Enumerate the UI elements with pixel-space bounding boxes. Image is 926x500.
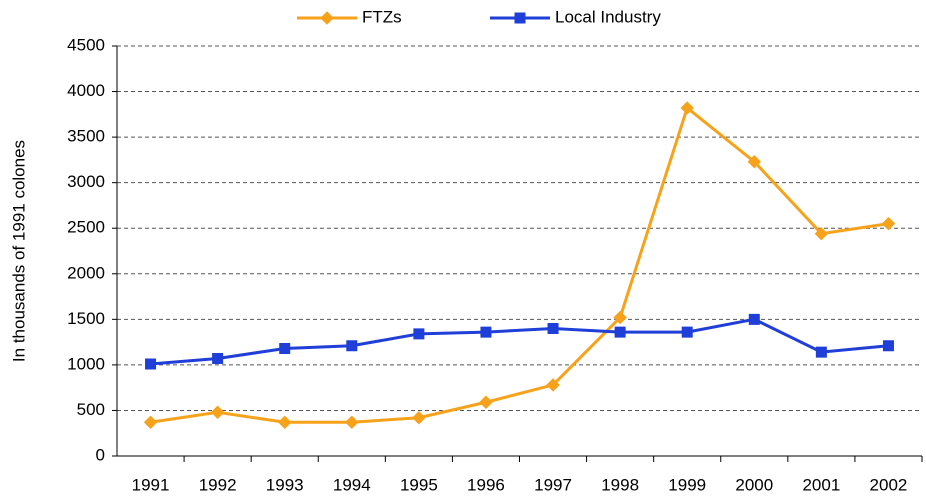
y-tick-label: 0 <box>96 445 105 464</box>
y-tick-label: 500 <box>77 400 105 419</box>
point-marker <box>413 328 425 340</box>
series-line <box>150 105 889 424</box>
point-marker <box>145 358 157 370</box>
series-line <box>150 317 889 366</box>
point-marker <box>212 353 224 365</box>
point-marker <box>815 346 827 358</box>
x-tick-label: 1996 <box>467 475 505 494</box>
point-marker <box>680 101 694 115</box>
point-marker <box>547 322 559 334</box>
point-marker <box>278 415 292 429</box>
point-marker <box>143 415 158 429</box>
y-tick-label: 4500 <box>67 35 105 54</box>
y-axis-label: In thousands of 1991 colones <box>9 140 28 362</box>
x-tick-label: 1991 <box>132 475 170 494</box>
legend-marker <box>320 11 334 25</box>
y-tick-label: 4000 <box>67 81 105 100</box>
point-marker <box>479 395 493 409</box>
legend-marker <box>514 12 526 24</box>
point-marker <box>882 340 894 352</box>
point-marker <box>613 310 627 325</box>
x-tick-label: 1992 <box>199 475 237 494</box>
point-marker <box>748 313 760 325</box>
x-tick-label: 1994 <box>333 475 371 494</box>
x-tick-label: 1995 <box>400 475 438 494</box>
x-tick-label: 1993 <box>266 475 304 494</box>
point-marker <box>210 405 225 419</box>
point-marker <box>279 342 291 354</box>
point-marker <box>412 411 426 425</box>
point-marker <box>345 415 359 429</box>
point-marker <box>480 326 492 338</box>
point-marker <box>881 216 896 231</box>
point-marker <box>681 326 693 338</box>
y-tick-label: 1500 <box>67 309 105 328</box>
x-tick-label: 2000 <box>735 475 773 494</box>
y-tick-label: 3500 <box>67 127 105 146</box>
x-tick-label: 1999 <box>668 475 706 494</box>
y-tick-label: 2500 <box>67 218 105 237</box>
y-tick-label: 1000 <box>67 354 105 373</box>
x-tick-label: 1998 <box>601 475 639 494</box>
y-tick-label: 2000 <box>67 263 105 282</box>
point-marker <box>747 155 761 169</box>
legend-label: FTZs <box>362 7 402 26</box>
x-tick-label: 1997 <box>534 475 572 494</box>
point-marker <box>346 340 358 352</box>
legend-label: Local Industry <box>555 7 661 26</box>
point-marker <box>546 378 560 392</box>
point-marker <box>614 326 626 338</box>
x-tick-label: 2001 <box>802 475 840 494</box>
point-marker <box>814 226 829 241</box>
x-tick-label: 2002 <box>870 475 908 494</box>
y-tick-label: 3000 <box>67 172 105 191</box>
